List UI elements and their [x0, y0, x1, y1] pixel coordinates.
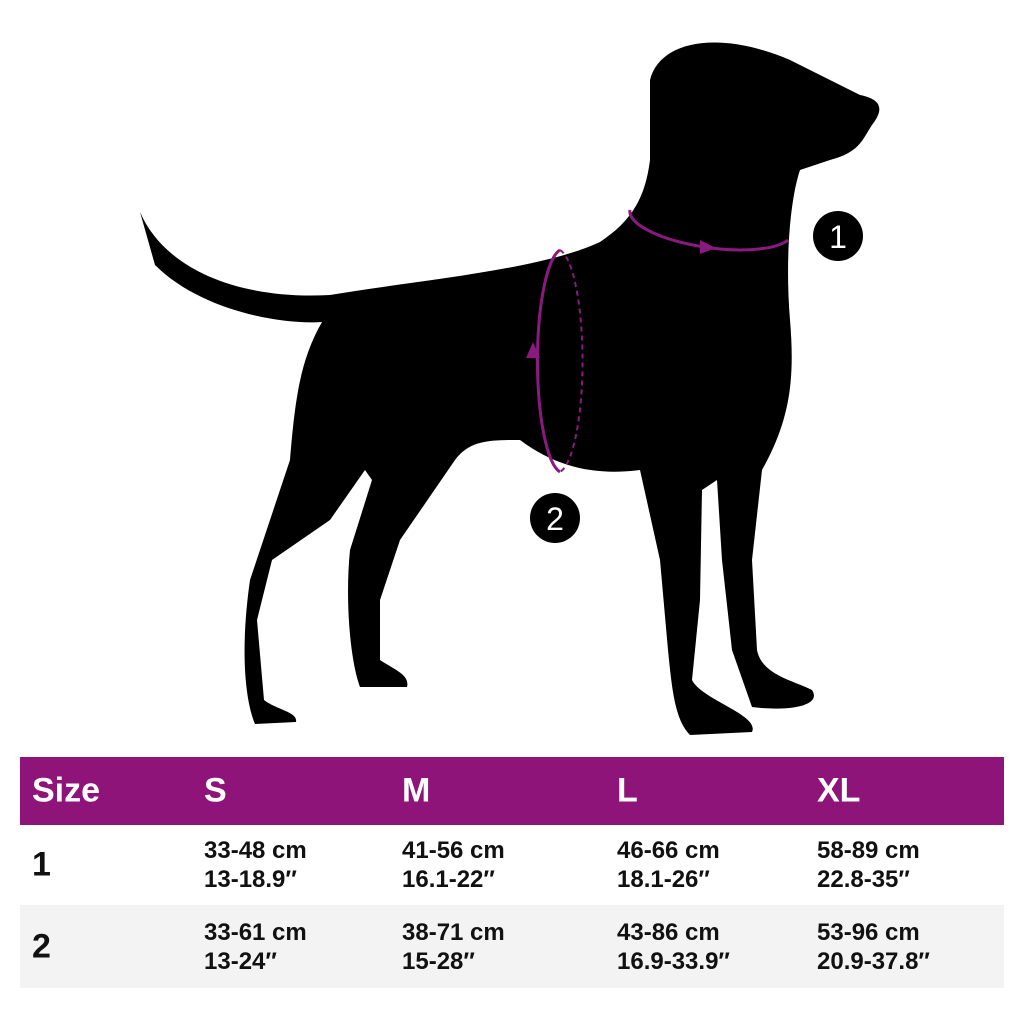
cell-m: 38-71 cm 15-28″	[402, 918, 505, 975]
marker-1-badge: 1	[813, 211, 863, 261]
svg-text:1: 1	[829, 219, 847, 255]
chest-measure-ring	[526, 248, 584, 474]
dog-measurement-illustration: 1 2	[140, 42, 880, 736]
neck-measure-ring	[628, 209, 789, 254]
row-label: 1	[32, 845, 51, 884]
header-m: M	[402, 771, 431, 810]
table-row: 1 33-48 cm 13-18.9″ 41-56 cm 16.1-22″ 46-6…	[20, 825, 1004, 905]
dog-silhouette	[140, 42, 880, 736]
cell-xl: 58-89 cm 22.8-35″	[817, 837, 920, 893]
size-table-header: Size S M L XL	[20, 757, 1004, 825]
cell-s: 33-48 cm 13-18.9″	[204, 837, 307, 893]
header-xl: XL	[817, 771, 861, 810]
size-table: Size S M L XL 1 33-48 cm 13-18.9″ 41-56 c…	[20, 757, 1004, 988]
cell-xl: 53-96 cm 20.9-37.8″	[817, 918, 930, 975]
svg-text:2: 2	[546, 501, 564, 537]
header-l: L	[617, 771, 638, 810]
header-s: S	[204, 771, 227, 810]
header-size: Size	[32, 771, 101, 810]
cell-l: 43-86 cm 16.9-33.9″	[617, 918, 730, 975]
row-label: 2	[32, 927, 51, 965]
cell-l: 46-66 cm 18.1-26″	[617, 837, 720, 893]
cell-m: 41-56 cm 16.1-22″	[402, 837, 505, 893]
table-row: 2 33-61 cm 13-24″ 38-71 cm 15-28″ 43-86 cm…	[20, 905, 1004, 988]
marker-2-badge: 2	[530, 493, 580, 543]
cell-s: 33-61 cm 13-24″	[204, 918, 307, 975]
